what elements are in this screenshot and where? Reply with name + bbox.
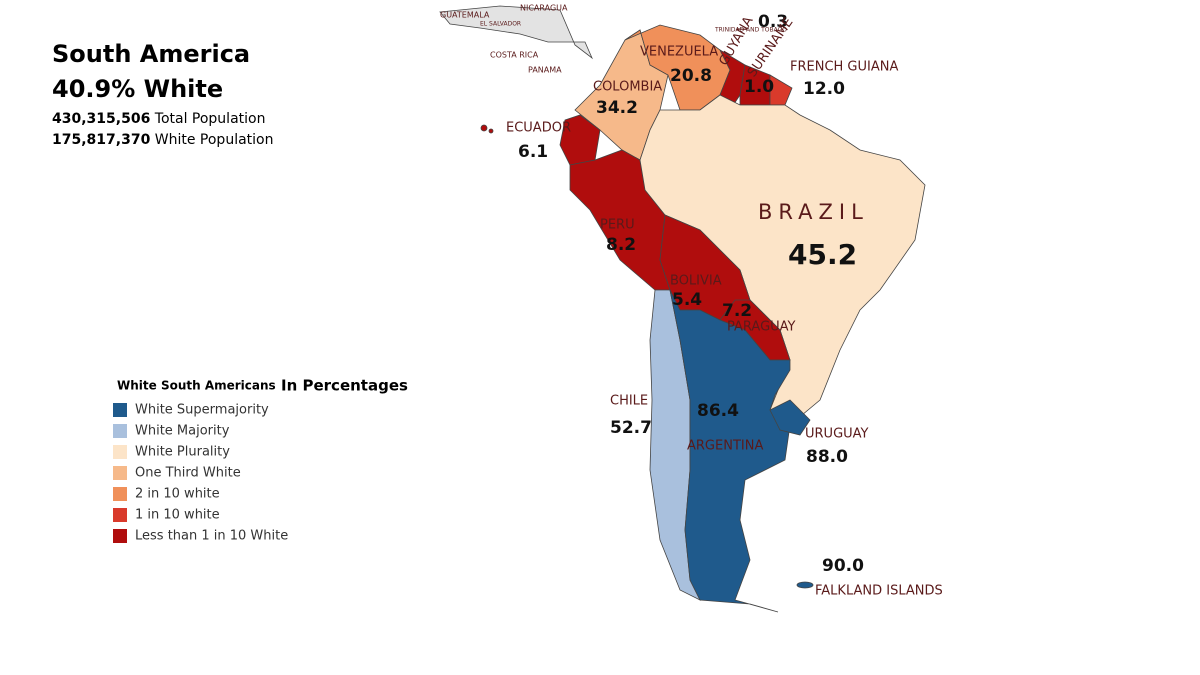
uruguay <box>769 399 811 436</box>
stat: 175,817,370 White Population <box>52 132 273 148</box>
legend-swatch <box>113 508 127 522</box>
country-name: VENEZUELA <box>640 45 718 60</box>
country-value: 88.0 <box>806 447 848 467</box>
stat-label: White Population <box>155 132 274 148</box>
country-name: ECUADOR <box>506 121 571 136</box>
country-name: PARAGUAY <box>727 320 796 335</box>
galapagos <box>480 124 488 132</box>
place-label: TRINIDAD AND TOBAGO <box>714 27 787 34</box>
galapagos <box>488 128 494 134</box>
legend-label: Less than 1 in 10 White <box>135 529 288 544</box>
legend-subtitle: In Percentages <box>281 377 408 395</box>
legend-swatch <box>113 424 127 438</box>
country-name: FRENCH GUIANA <box>790 60 898 75</box>
country-value: 1.0 <box>744 77 774 97</box>
map <box>439 5 926 613</box>
legend-label: One Third White <box>135 466 241 481</box>
central-america <box>439 5 593 60</box>
country-value: 34.2 <box>596 98 638 118</box>
legend-swatch <box>113 445 127 459</box>
country-name: PERU <box>600 218 635 233</box>
country-value: 6.1 <box>518 142 548 162</box>
country-name: BRAZIL <box>758 200 869 224</box>
subtitle: 40.9% White <box>52 75 223 103</box>
argentina <box>669 289 791 613</box>
country-value: 90.0 <box>822 556 864 576</box>
legend-label: White Plurality <box>135 445 230 460</box>
country-name: URUGUAY <box>805 427 869 442</box>
country-value: 8.2 <box>606 235 636 255</box>
legend-swatch <box>113 487 127 501</box>
place-label: PANAMA <box>528 66 562 75</box>
minor-labels: GUATEMALA EL SALVADOR NICARAGUA COSTA RI… <box>440 4 787 75</box>
falklands <box>796 581 814 589</box>
country-value: 0.3 <box>758 12 788 32</box>
stat-label: Total Population <box>154 111 266 127</box>
place-label: GUATEMALA <box>440 11 490 20</box>
country-name: FALKLAND ISLANDS <box>815 584 943 599</box>
stat-value: 430,315,506 <box>52 111 150 127</box>
country-name: ARGENTINA <box>687 439 763 454</box>
title: South America <box>52 40 250 68</box>
place-label: COSTA RICA <box>490 51 539 60</box>
legend-swatch <box>113 529 127 543</box>
country-value: 12.0 <box>803 79 845 99</box>
legend-label: 2 in 10 white <box>135 487 220 502</box>
legend-swatch <box>113 403 127 417</box>
country-value: 20.8 <box>670 66 712 86</box>
legend-label: White Majority <box>135 424 230 439</box>
stat: 430,315,506 Total Population <box>52 111 265 127</box>
country-name: CHILE <box>610 394 648 409</box>
country-value: 45.2 <box>788 238 857 271</box>
country-name: COLOMBIA <box>593 80 662 95</box>
country-value: 5.4 <box>672 290 702 310</box>
legend: White Supermajority White Majority White P… <box>113 403 288 544</box>
legend-title: White South Americans <box>117 379 276 393</box>
country-name: BOLIVIA <box>670 274 722 289</box>
stat-value: 175,817,370 <box>52 132 151 148</box>
country-value: 86.4 <box>697 401 739 421</box>
country-value: 7.2 <box>722 301 752 321</box>
legend-label: 1 in 10 white <box>135 508 220 523</box>
legend-label: White Supermajority <box>135 403 269 418</box>
place-label: EL SALVADOR <box>480 21 521 28</box>
place-label: NICARAGUA <box>520 4 568 13</box>
legend-swatch <box>113 466 127 480</box>
country-value: 52.7 <box>610 418 652 438</box>
